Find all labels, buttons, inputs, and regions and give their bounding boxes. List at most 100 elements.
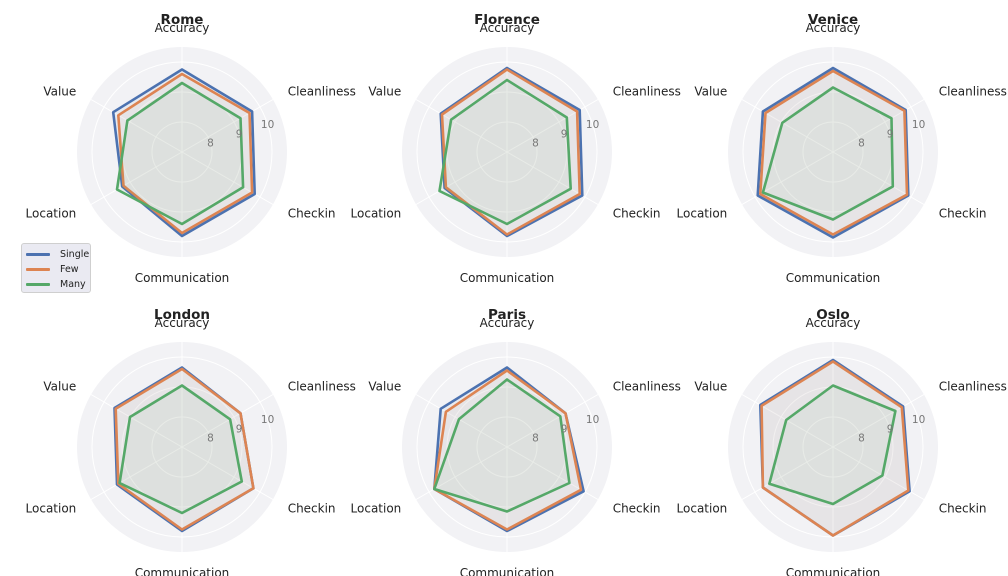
legend-swatch-single: [26, 253, 50, 256]
grid-spoke: [741, 446, 834, 500]
legend-entry-single: Single: [26, 247, 89, 262]
axis-label-accuracy: Accuracy: [155, 21, 210, 35]
axis-label-communication: Communication: [135, 271, 230, 285]
panel-title: Paris: [488, 307, 526, 323]
series-line-single: [439, 66, 584, 238]
series-line-many: [438, 78, 573, 226]
series-line-many: [767, 384, 897, 506]
radar-panel-venice: 8 9 10 Accuracy Cleanliness Checkin Communicat…: [677, 12, 1007, 285]
panel-title: Rome: [161, 12, 204, 28]
axis-label-location: Location: [351, 502, 402, 516]
axis-label-communication: Communication: [460, 271, 555, 285]
panel-title: Florence: [474, 12, 540, 28]
axis-label-accuracy: Accuracy: [806, 316, 861, 330]
axis-label-checkin: Checkin: [613, 207, 661, 221]
panel-title: Venice: [808, 12, 858, 28]
grid-spoke: [415, 151, 508, 205]
r-tick-label: 8: [207, 433, 214, 445]
legend-entry-many: Many: [26, 277, 86, 292]
axis-label-value: Value: [694, 380, 727, 394]
r-tick-label: 9: [236, 129, 243, 141]
legend-swatch-many: [26, 283, 50, 286]
grid-spoke: [181, 99, 274, 153]
panel-title: London: [154, 307, 210, 323]
axis-label-location: Location: [26, 207, 77, 221]
axis-label-cleanliness: Cleanliness: [613, 85, 681, 99]
grid-spoke: [181, 151, 274, 205]
series-line-few: [114, 367, 255, 531]
radar-panel-florence: 8 9 10 Accuracy Cleanliness Checkin Communicat…: [351, 12, 681, 285]
grid-spoke: [506, 99, 599, 153]
axis-label-accuracy: Accuracy: [155, 316, 210, 330]
axis-label-cleanliness: Cleanliness: [288, 380, 356, 394]
grid-spoke: [90, 99, 183, 153]
axis-label-location: Location: [677, 502, 728, 516]
r-tick-label: 8: [858, 433, 865, 445]
series-line-many: [118, 384, 244, 515]
axis-label-value: Value: [43, 380, 76, 394]
axis-label-checkin: Checkin: [939, 502, 987, 516]
series-line-few: [440, 68, 582, 236]
axis-label-checkin: Checkin: [939, 207, 987, 221]
r-tick-label: 8: [532, 138, 539, 150]
r-tick-label: 10: [586, 119, 599, 131]
grid-spoke: [415, 394, 508, 448]
series-line-few: [117, 72, 254, 235]
r-tick-label: 8: [858, 138, 865, 150]
panel-title: Oslo: [816, 307, 849, 323]
series-line-single: [111, 68, 256, 238]
axis-label-checkin: Checkin: [288, 207, 336, 221]
radar-panel-paris: 8 9 10 Accuracy Cleanliness Checkin Communicat…: [351, 307, 681, 576]
legend-label-few: Few: [60, 264, 79, 275]
legend-entry-few: Few: [26, 262, 86, 277]
r-tick-label: 9: [561, 424, 568, 436]
axis-label-cleanliness: Cleanliness: [288, 85, 356, 99]
grid-spoke: [741, 99, 834, 153]
r-tick-label: 10: [586, 414, 599, 426]
axis-label-location: Location: [26, 502, 77, 516]
axis-label-accuracy: Accuracy: [480, 21, 535, 35]
axis-label-communication: Communication: [135, 566, 230, 576]
r-tick-label: 8: [207, 138, 214, 150]
radar-panel-rome: 8 9 10 Accuracy Cleanliness Checkin Communicat…: [26, 12, 356, 285]
grid-spoke: [90, 446, 183, 500]
grid-spoke: [415, 446, 508, 500]
axis-label-location: Location: [677, 207, 728, 221]
grid-spoke: [181, 394, 274, 448]
axis-label-value: Value: [694, 85, 727, 99]
grid-spoke: [832, 394, 925, 448]
axis-label-value: Value: [368, 380, 401, 394]
legend-swatch-few: [26, 268, 50, 271]
axis-label-accuracy: Accuracy: [806, 21, 861, 35]
series-line-many: [115, 81, 245, 226]
grid-spoke: [506, 394, 599, 448]
series-line-many: [761, 86, 895, 221]
r-tick-label: 9: [561, 129, 568, 141]
radar-panel-london: 8 9 10 Accuracy Cleanliness Checkin Communicat…: [26, 307, 356, 576]
grid-spoke: [181, 446, 274, 500]
grid-spoke: [90, 151, 183, 205]
axis-label-location: Location: [351, 207, 402, 221]
series-line-many: [432, 378, 571, 513]
axis-label-cleanliness: Cleanliness: [939, 85, 1007, 99]
legend-label-many: Many: [60, 279, 86, 290]
axis-label-checkin: Checkin: [288, 502, 336, 516]
r-tick-label: 10: [261, 119, 274, 131]
axis-label-communication: Communication: [786, 566, 881, 576]
r-tick-label: 10: [912, 119, 925, 131]
axis-label-cleanliness: Cleanliness: [939, 380, 1007, 394]
r-tick-label: 8: [532, 433, 539, 445]
r-tick-label: 9: [887, 129, 894, 141]
axis-label-value: Value: [368, 85, 401, 99]
r-tick-label: 9: [236, 424, 243, 436]
axis-label-value: Value: [43, 85, 76, 99]
axis-label-communication: Communication: [786, 271, 881, 285]
grid-spoke: [832, 99, 925, 153]
r-tick-label: 9: [887, 424, 894, 436]
axis-label-cleanliness: Cleanliness: [613, 380, 681, 394]
r-tick-label: 10: [261, 414, 274, 426]
axis-label-checkin: Checkin: [613, 502, 661, 516]
radar-panel-oslo: 8 9 10 Accuracy Cleanliness Checkin Communicat…: [677, 307, 1007, 576]
grid-spoke: [741, 394, 834, 448]
